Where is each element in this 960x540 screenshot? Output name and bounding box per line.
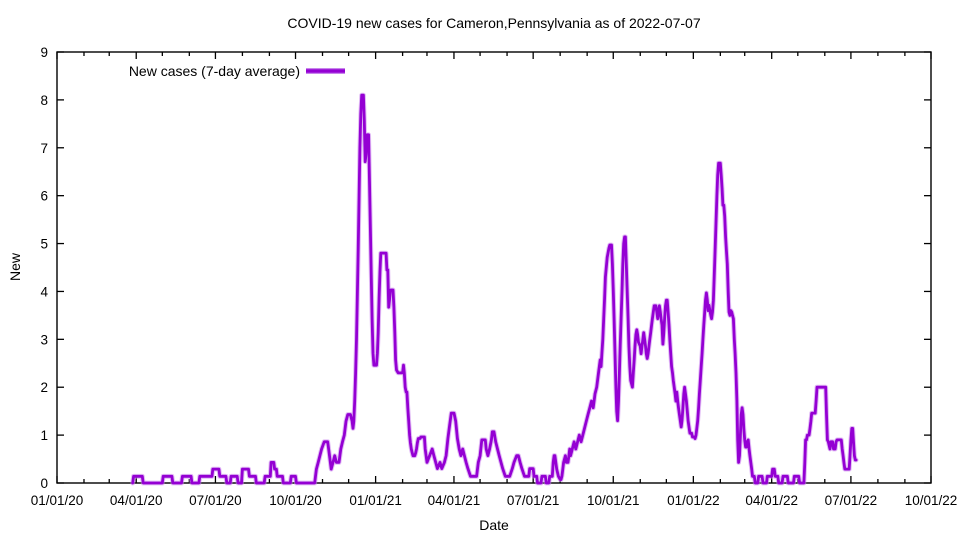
y-tick-label: 6	[40, 189, 48, 204]
series-line-halo	[130, 92, 859, 486]
y-tick-label: 1	[40, 428, 48, 443]
x-tick-label: 01/01/22	[667, 493, 720, 508]
x-tick-label: 10/01/21	[587, 493, 640, 508]
y-tick-label: 4	[40, 284, 48, 299]
plot-border	[56, 51, 932, 484]
x-tick-label: 07/01/22	[825, 493, 878, 508]
legend-label: New cases (7-day average)	[128, 63, 300, 79]
y-tick-label: 8	[40, 93, 48, 108]
x-tick-label: 04/01/22	[745, 493, 798, 508]
x-tick-label: 04/01/20	[110, 493, 163, 508]
y-tick-label: 3	[40, 332, 48, 347]
y-tick-label: 9	[40, 45, 48, 60]
x-tick-label: 10/01/22	[905, 493, 958, 508]
chart-title: COVID-19 new cases for Cameron,Pennsylva…	[287, 15, 701, 31]
y-axis-title: New	[7, 252, 23, 282]
y-tick-label: 5	[40, 237, 48, 252]
x-tick-label: 04/01/21	[428, 493, 481, 508]
y-tick-label: 0	[40, 476, 48, 491]
y-tick-label: 2	[40, 380, 48, 395]
x-tick-label: 10/01/20	[269, 493, 322, 508]
x-tick-label: 07/01/20	[189, 493, 242, 508]
x-tick-label: 01/01/20	[31, 493, 84, 508]
x-tick-label: 07/01/21	[507, 493, 560, 508]
x-tick-label: 01/01/21	[349, 493, 402, 508]
y-tick-label: 7	[40, 141, 48, 156]
x-axis-title: Date	[479, 517, 509, 533]
series-line	[131, 93, 858, 485]
